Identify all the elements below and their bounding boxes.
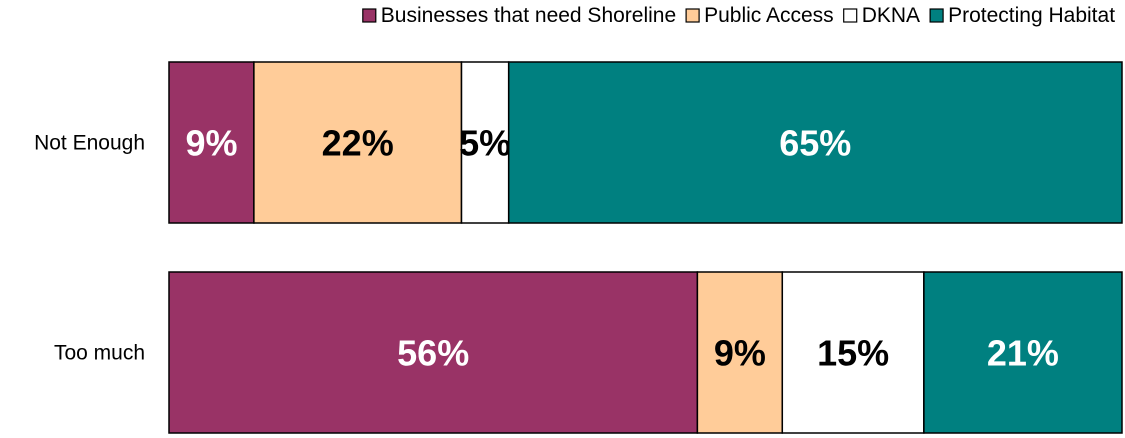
- legend-label-protecting-habitat: Protecting Habitat: [948, 4, 1115, 27]
- category-labels: Not Enough Too much: [34, 132, 145, 365]
- legend-label-public-access: Public Access: [704, 4, 834, 27]
- legend-item-protecting-habitat: Protecting Habitat: [929, 4, 1115, 27]
- bar-businesses-that-need-shoreline-too-much: [168, 271, 699, 434]
- data-label-public-access-not-enough: 22%: [322, 123, 394, 164]
- legend-swatch-public-access: [685, 8, 700, 23]
- data-label-businesses-that-need-shoreline-not-enough: 9%: [185, 123, 237, 164]
- legend: Businesses that need Shoreline Public Acc…: [362, 4, 1115, 27]
- legend-item-dkna: DKNA: [843, 4, 920, 27]
- legend-label-businesses-that-need-shoreline: Businesses that need Shoreline: [381, 4, 676, 27]
- data-label-protecting-habitat-too-much: 21%: [987, 333, 1059, 374]
- bar-dkna-not-enough: [460, 61, 510, 224]
- data-label-businesses-that-need-shoreline-too-much: 56%: [397, 333, 469, 374]
- bar-dkna-too-much: [781, 271, 925, 434]
- bar-businesses-that-need-shoreline-not-enough: [168, 61, 255, 224]
- legend-swatch-protecting-habitat: [929, 8, 944, 23]
- legend-swatch-dkna: [843, 8, 858, 23]
- legend-item-businesses-that-need-shoreline: Businesses that need Shoreline: [362, 4, 676, 27]
- data-label-dkna-too-much: 15%: [817, 333, 889, 374]
- bar-protecting-habitat-too-much: [923, 271, 1123, 434]
- data-label-protecting-habitat-not-enough: 65%: [779, 123, 851, 164]
- category-label-not-enough: Not Enough: [34, 132, 145, 155]
- legend-swatch-businesses-that-need-shoreline: [362, 8, 377, 23]
- data-label-public-access-too-much: 9%: [714, 333, 766, 374]
- legend-label-dkna: DKNA: [862, 4, 920, 27]
- data-label-dkna-not-enough: 5%: [459, 123, 511, 164]
- category-label-too-much: Too much: [54, 342, 145, 365]
- bar-public-access-not-enough: [253, 61, 463, 224]
- legend-item-public-access: Public Access: [685, 4, 834, 27]
- bar-protecting-habitat-not-enough: [507, 61, 1123, 224]
- bars: 9% 22% 5% 65% 56% 9% 15% 21%: [168, 61, 1123, 434]
- bar-public-access-too-much: [696, 271, 784, 434]
